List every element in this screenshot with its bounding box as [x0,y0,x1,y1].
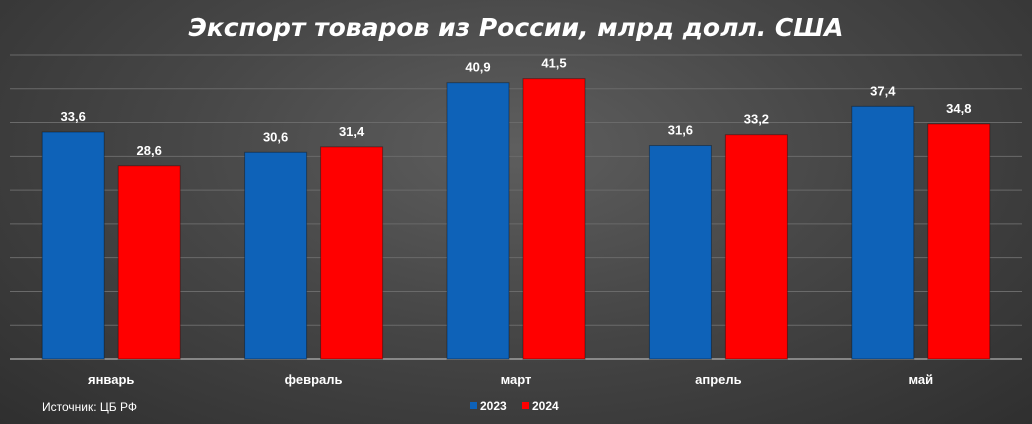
bars [41,78,991,360]
bar-2023-май [851,105,915,360]
bar-2024-март [522,78,586,360]
value-label-2023-январь: 33,6 [61,109,86,124]
bar-2023-март [446,82,510,360]
source-note: Источник: ЦБ РФ [42,400,137,414]
x-tick-label-январь: январь [88,372,134,387]
value-label-2024-май: 34,8 [946,101,971,116]
value-label-2023-май: 37,4 [870,83,896,98]
bar-2023-апрель [648,145,712,360]
legend-swatch-2024 [522,402,529,409]
value-label-2024-январь: 28,6 [137,143,162,158]
legend-label-2023: 2023 [480,399,507,413]
bar-2023-январь [41,131,105,360]
value-label-2023-апрель: 31,6 [668,123,693,138]
value-label-2024-март: 41,5 [541,56,566,71]
x-tick-label-май: май [908,372,933,387]
value-label-2023-март: 40,9 [465,60,490,75]
value-labels: 33,6 28,6 30,6 31,4 40,9 41,5 31,6 33,2 37,4 34,8 [61,56,972,158]
legend-swatch-2023 [470,402,477,409]
chart-title: Экспорт товаров из России, млрд долл. СШ… [188,13,843,42]
x-tick-label-февраль: февраль [285,372,343,387]
legend-label-2024: 2024 [532,399,559,413]
bar-2024-май [927,123,991,360]
value-label-2023-февраль: 30,6 [263,129,288,144]
bar-2024-январь [117,165,181,360]
value-label-2024-февраль: 31,4 [339,124,365,139]
legend: 2023 2024 [470,399,559,413]
bar-2024-февраль [320,146,384,360]
x-tick-label-апрель: апрель [695,372,742,387]
bar-2024-апрель [724,134,788,360]
bar-2023-февраль [244,151,308,360]
x-tick-labels: январь февраль март апрель май [88,372,933,387]
x-tick-label-март: март [501,372,532,387]
value-label-2024-апрель: 33,2 [744,112,769,127]
